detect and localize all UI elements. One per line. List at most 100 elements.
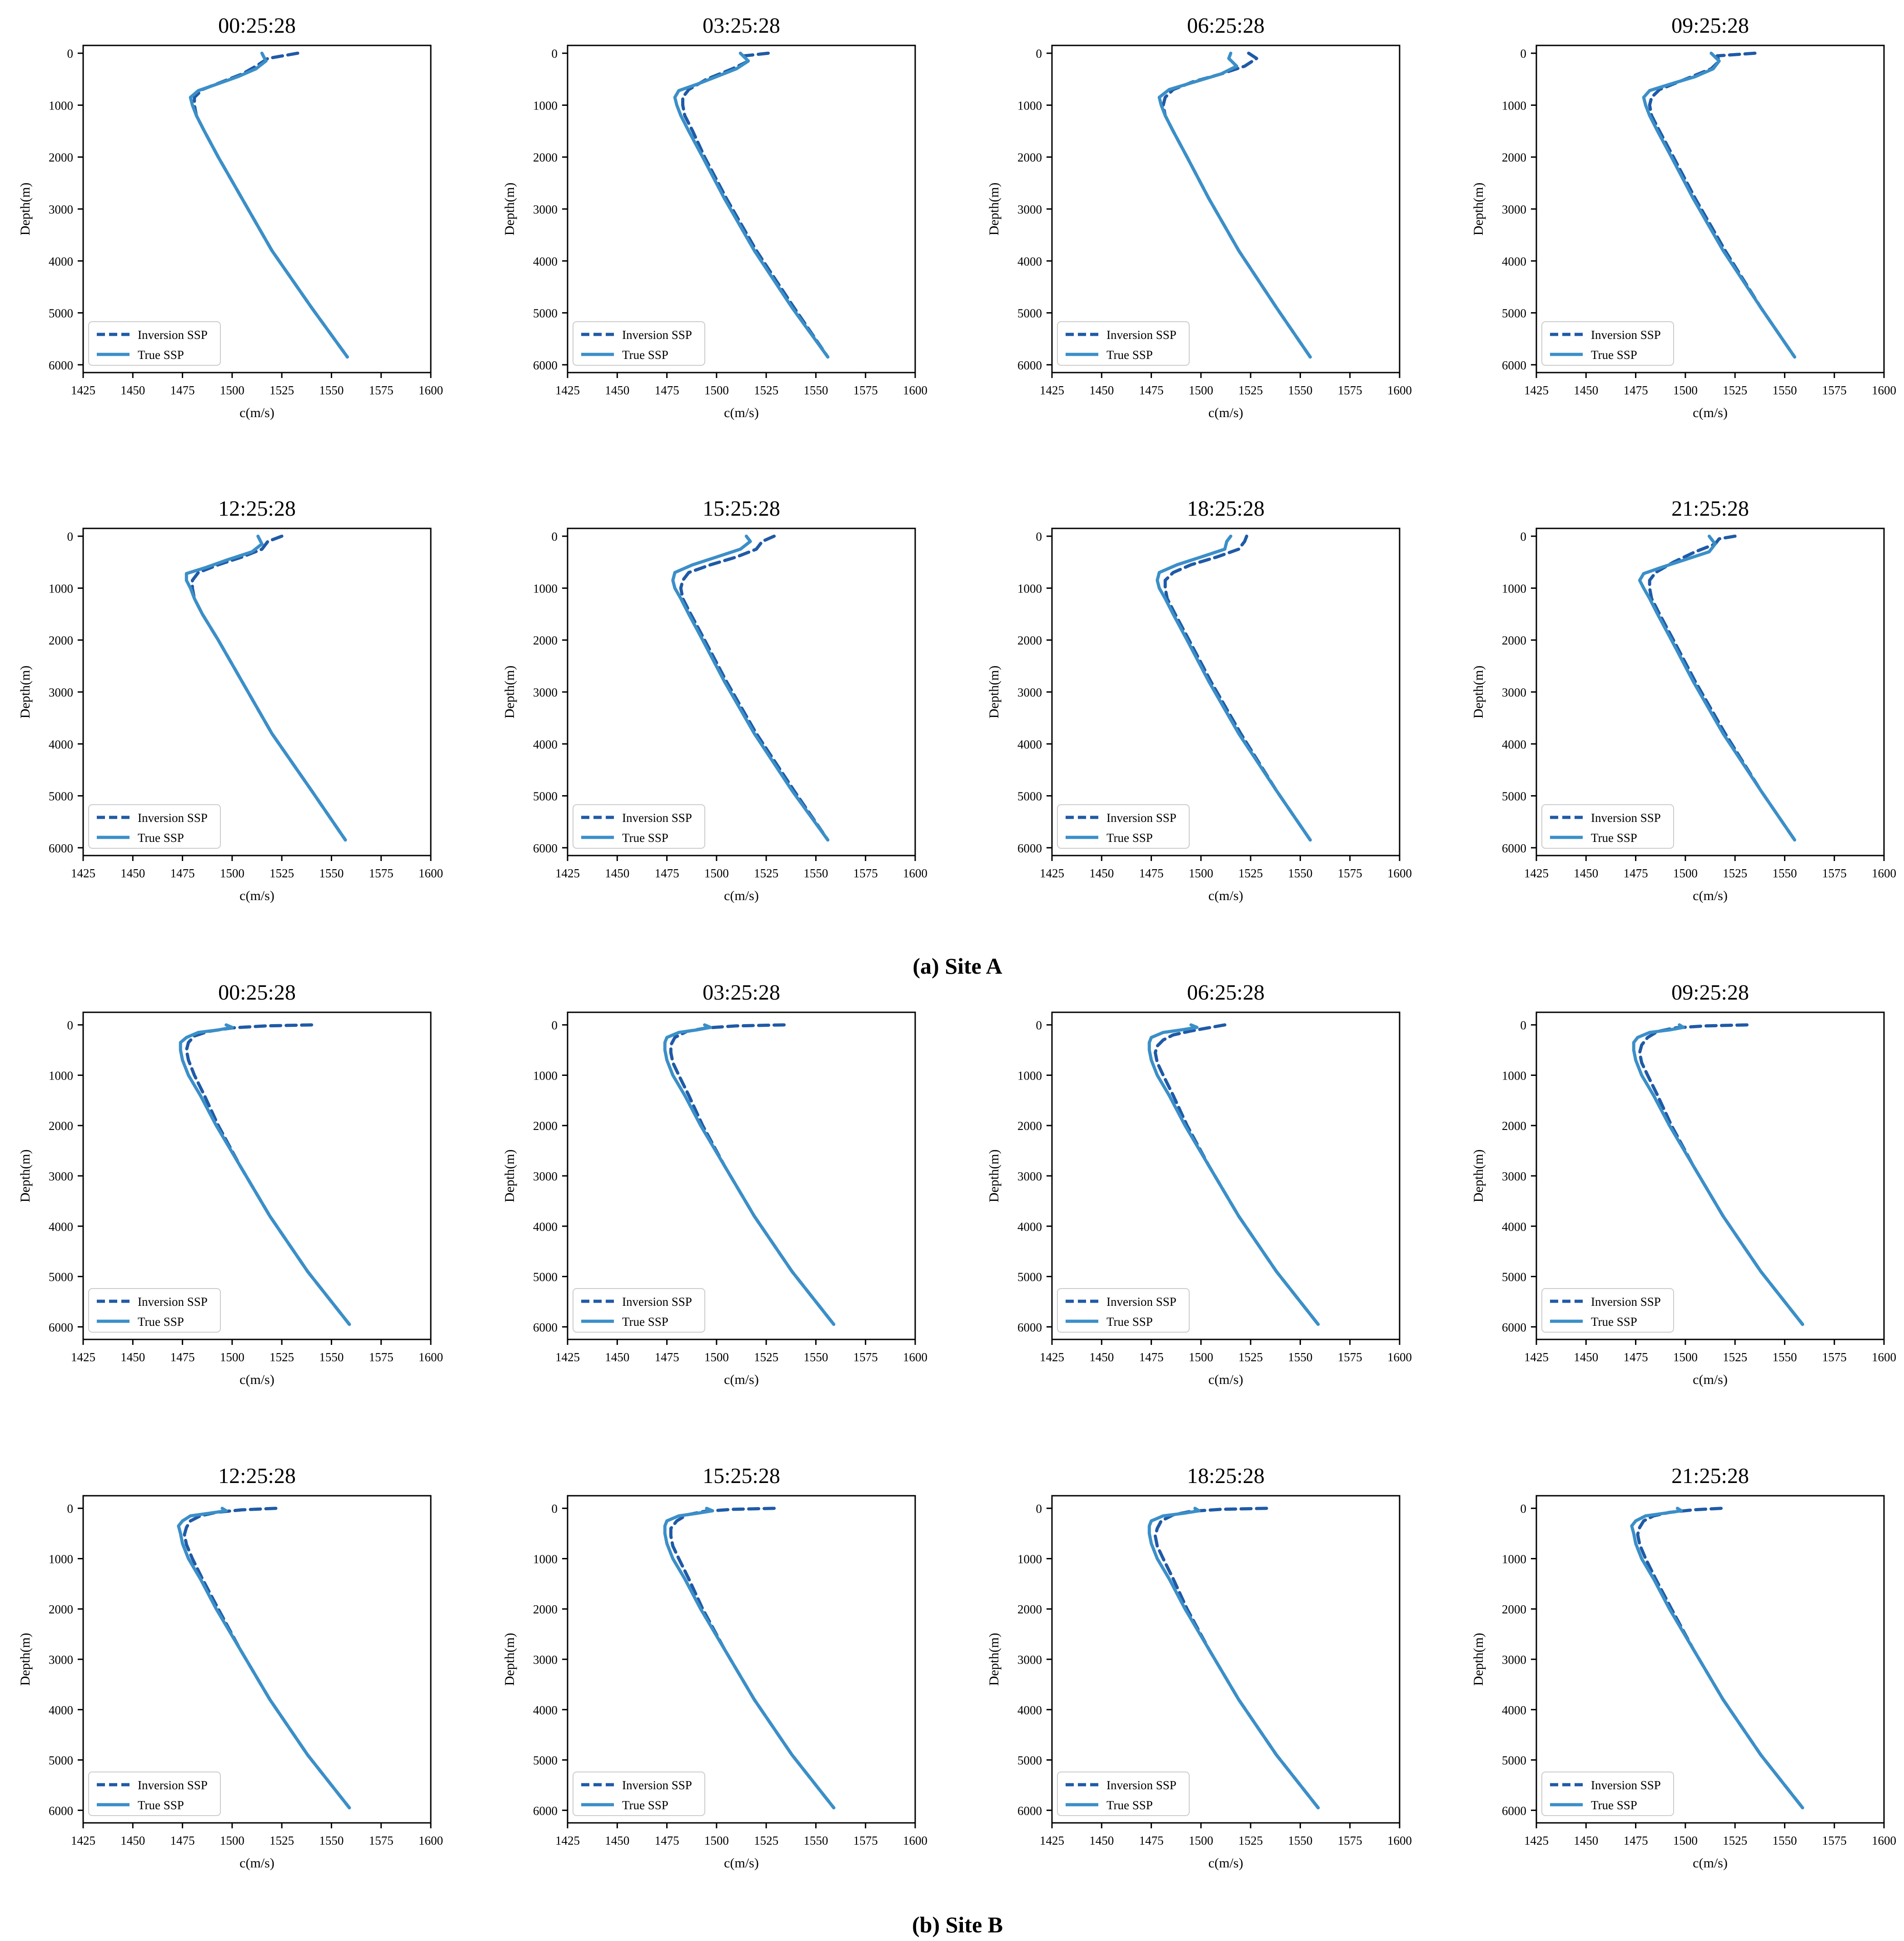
- y-tick-label: 2000: [533, 634, 558, 647]
- y-tick-label: 2000: [1502, 1119, 1526, 1133]
- x-tick-label: 1575: [1822, 866, 1847, 880]
- x-tick-label: 1475: [655, 1834, 679, 1847]
- x-tick-label: 1475: [1624, 383, 1648, 397]
- x-tick-label: 1500: [220, 383, 244, 397]
- y-tick-label: 6000: [533, 1320, 558, 1334]
- subplot-6: 1425 1450 1475 1500 1525 1550 1575 1600 0 1000 200…: [502, 497, 927, 903]
- y-axis-label: Depth(m): [1471, 666, 1486, 719]
- x-tick-label: 1425: [1524, 383, 1549, 397]
- x-axis-label: c(m/s): [724, 1856, 759, 1871]
- x-tick-label: 1450: [1089, 1834, 1114, 1847]
- y-tick-label: 6000: [1017, 358, 1042, 372]
- x-tick-label: 1525: [754, 1834, 778, 1847]
- y-axis-label: Depth(m): [987, 183, 1002, 236]
- legend-label-inversion-ssp: Inversion SSP: [1107, 1295, 1176, 1309]
- x-axis-label: c(m/s): [239, 1856, 274, 1871]
- y-tick-label: 4000: [49, 254, 73, 268]
- y-axis-label: Depth(m): [502, 666, 517, 719]
- legend-label-inversion-ssp: Inversion SSP: [622, 1778, 692, 1792]
- x-tick-label: 1425: [555, 1834, 580, 1847]
- x-tick-label: 1575: [853, 383, 878, 397]
- y-tick-label: 1000: [1502, 1069, 1526, 1082]
- legend-label-inversion-ssp: Inversion SSP: [1591, 328, 1661, 342]
- x-tick-label: 1575: [853, 1350, 878, 1364]
- y-tick-label: 1000: [1502, 1552, 1526, 1566]
- y-tick-label: 4000: [533, 1703, 558, 1717]
- x-axis-label: c(m/s): [724, 888, 759, 903]
- x-tick-label: 1575: [1338, 383, 1362, 397]
- series-line-true-ssp: [1642, 51, 1796, 359]
- x-axis-label: c(m/s): [239, 888, 274, 903]
- legend: Inversion SSP True SSP: [88, 1772, 221, 1816]
- y-tick-label: 2000: [49, 634, 73, 647]
- x-tick-label: 1575: [369, 383, 394, 397]
- series-line-true-ssp: [177, 1507, 351, 1810]
- y-tick-label: 5000: [533, 790, 558, 803]
- x-tick-label: 1575: [853, 866, 878, 880]
- legend-label-inversion-ssp: Inversion SSP: [138, 1778, 208, 1792]
- legend-label-inversion-ssp: Inversion SSP: [1591, 1295, 1661, 1309]
- x-tick-label: 1475: [170, 866, 195, 880]
- x-tick-label: 1575: [1822, 1350, 1847, 1364]
- x-tick-label: 1450: [1574, 383, 1598, 397]
- series-line-true-ssp: [1632, 1023, 1804, 1326]
- legend: Inversion SSP True SSP: [1541, 1288, 1674, 1333]
- legend: Inversion SSP True SSP: [573, 1772, 705, 1816]
- y-tick-label: 1000: [1017, 99, 1042, 112]
- x-tick-label: 1450: [1574, 1350, 1598, 1364]
- series-line-true-ssp: [1157, 51, 1312, 359]
- y-tick-label: 0: [1520, 1502, 1527, 1516]
- legend: Inversion SSP True SSP: [88, 321, 221, 366]
- legend-label-inversion-ssp: Inversion SSP: [1591, 811, 1661, 825]
- x-tick-label: 1475: [1624, 866, 1648, 880]
- legend-label-inversion-ssp: Inversion SSP: [138, 328, 208, 342]
- legend-label-inversion-ssp: Inversion SSP: [1107, 1778, 1176, 1792]
- y-tick-label: 1000: [1017, 1069, 1042, 1082]
- x-tick-label: 1600: [1387, 866, 1412, 880]
- y-axis-label: Depth(m): [987, 1633, 1002, 1686]
- series-line-inversion-ssp: [1638, 1023, 1804, 1326]
- subplot-12: 1425 1450 1475 1500 1525 1550 1575 1600 0 1000 200…: [1471, 980, 1896, 1387]
- series-line-inversion-ssp: [1153, 1023, 1320, 1326]
- subplot-13: 1425 1450 1475 1500 1525 1550 1575 1600 0 1000 200…: [18, 1464, 443, 1871]
- x-tick-label: 1550: [1288, 383, 1312, 397]
- y-tick-label: 4000: [533, 1220, 558, 1234]
- x-tick-label: 1425: [555, 866, 580, 880]
- x-tick-label: 1425: [1524, 1834, 1549, 1847]
- x-tick-label: 1550: [1772, 383, 1797, 397]
- x-tick-label: 1475: [655, 866, 679, 880]
- x-tick-label: 1550: [803, 1834, 828, 1847]
- y-tick-label: 1000: [1502, 582, 1526, 595]
- x-tick-label: 1550: [319, 1834, 344, 1847]
- x-tick-label: 1500: [220, 1834, 244, 1847]
- x-axis-label: c(m/s): [1208, 1372, 1243, 1387]
- x-tick-label: 1450: [120, 383, 145, 397]
- x-tick-label: 1425: [1524, 1350, 1549, 1364]
- subplot-9: 1425 1450 1475 1500 1525 1550 1575 1600 0 1000 200…: [18, 980, 443, 1387]
- x-tick-label: 1600: [903, 1350, 927, 1364]
- y-axis-label: Depth(m): [987, 666, 1002, 719]
- x-tick-label: 1450: [1574, 1834, 1598, 1847]
- legend-label-true-ssp: True SSP: [1107, 1315, 1153, 1329]
- x-tick-label: 1550: [803, 1350, 828, 1364]
- y-tick-label: 3000: [533, 203, 558, 216]
- x-tick-label: 1525: [1238, 866, 1263, 880]
- x-tick-label: 1475: [170, 1834, 195, 1847]
- y-tick-label: 0: [552, 47, 558, 60]
- x-tick-label: 1500: [704, 383, 729, 397]
- subplot-14: 1425 1450 1475 1500 1525 1550 1575 1600 0 1000 200…: [502, 1464, 927, 1871]
- legend: Inversion SSP True SSP: [1541, 1772, 1674, 1816]
- y-tick-label: 1000: [1017, 1552, 1042, 1566]
- y-tick-label: 2000: [1502, 151, 1526, 164]
- subplot-title: 09:25:28: [1671, 980, 1749, 1005]
- y-tick-label: 6000: [1017, 1804, 1042, 1817]
- x-tick-label: 1425: [71, 1350, 95, 1364]
- y-tick-label: 4000: [49, 737, 73, 751]
- x-tick-label: 1425: [71, 866, 95, 880]
- series-line-inversion-ssp: [1648, 534, 1796, 842]
- y-tick-label: 4000: [1502, 254, 1526, 268]
- legend-label-true-ssp: True SSP: [622, 1315, 668, 1329]
- x-tick-label: 1575: [369, 1350, 394, 1364]
- x-tick-label: 1600: [419, 383, 443, 397]
- series-line-true-ssp: [1630, 1507, 1804, 1810]
